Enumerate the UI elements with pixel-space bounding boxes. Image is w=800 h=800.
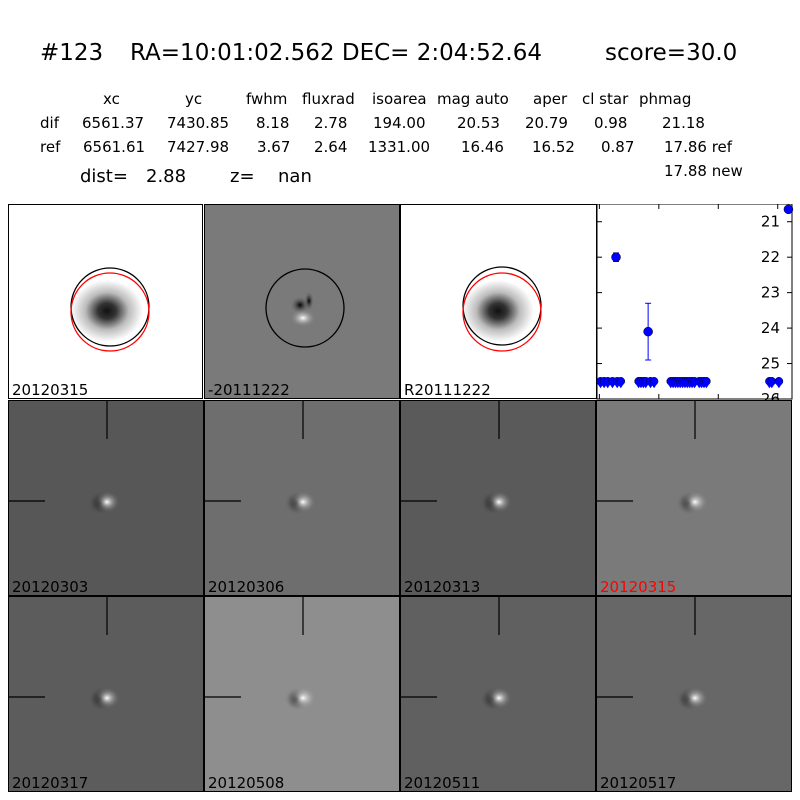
table-cell: 1331.00 — [368, 138, 431, 156]
stamp-image — [401, 597, 512, 711]
z-value: nan — [278, 166, 312, 187]
table-cell: 194.00 — [373, 114, 426, 132]
stamp-panel: 20120508 — [204, 596, 400, 792]
stamp-image — [9, 597, 120, 711]
stamp-panel: 20120511 — [400, 596, 596, 792]
stamp-image — [9, 401, 120, 515]
limit-arrow — [650, 382, 659, 389]
panel-label: 20120315 — [12, 381, 89, 399]
stamp-date-label: 20120317 — [12, 774, 89, 792]
diff-image-panel: -20111222 — [204, 204, 400, 399]
table-cell: 20.53 — [457, 114, 500, 132]
table-cell: 0.98 — [594, 114, 628, 132]
new-aperture-circle — [70, 272, 150, 352]
light-curve-chart: 212223242526050100150 — [595, 203, 800, 434]
panel-label: -20111222 — [208, 381, 290, 399]
stamp-panel: 20120315 — [596, 400, 792, 596]
table-cell: 16.52 — [532, 138, 575, 156]
stamp-panel: 20120317 — [8, 596, 204, 792]
stamp-panel: 20120306 — [204, 400, 400, 596]
bright-residual — [94, 687, 120, 709]
table-cell: 7430.85 — [167, 114, 230, 132]
table-cell: 21.18 — [662, 114, 705, 132]
stamp-date-label: 20120508 — [208, 774, 285, 792]
table-cell: 6561.61 — [83, 138, 146, 156]
col-header-xc: xc — [103, 90, 120, 108]
new-image-panel: 20120315 — [8, 204, 203, 399]
aperture-circle — [265, 268, 345, 348]
light-curve-svg: 212223242526050100150 — [595, 203, 794, 422]
table-cell: 3.67 — [257, 138, 291, 156]
row-label-dif: dif — [40, 114, 59, 132]
bright-residual — [486, 491, 512, 513]
col-header-mag-auto: mag auto — [437, 90, 509, 108]
stamp-date-label: 20120511 — [404, 774, 481, 792]
data-point — [643, 326, 653, 337]
stamp-panel: 20120303 — [8, 400, 204, 596]
bright-residual — [290, 491, 316, 513]
new-image — [70, 267, 150, 352]
bright-residual — [290, 687, 316, 709]
col-header-phmag: phmag — [639, 90, 692, 108]
col-header-fluxrad: fluxrad — [302, 90, 355, 108]
stamp-panel: 20120517 — [596, 596, 792, 792]
y-tick-label: 25 — [761, 355, 780, 373]
bright-residual — [486, 687, 512, 709]
col-header-cl-star: cl star — [582, 90, 629, 108]
table-cell: 17.86 ref — [664, 138, 733, 156]
stamp-date-label: 20120313 — [404, 578, 481, 596]
object-score: score=30.0 — [605, 40, 738, 66]
bright-residual — [94, 491, 120, 513]
dist-label: dist= — [80, 166, 128, 187]
table-cell: 0.87 — [601, 138, 635, 156]
bright-residual — [682, 491, 708, 513]
table-cell: 2.78 — [314, 114, 348, 132]
table-cell: 16.46 — [461, 138, 504, 156]
data-point — [611, 252, 621, 262]
table-cell: 8.18 — [256, 114, 290, 132]
object-coordinates: RA=10:01:02.562 DEC= 2:04:52.64 — [130, 40, 543, 66]
ref-image — [462, 266, 542, 352]
stamp-date-label: 20120306 — [208, 578, 285, 596]
ref-image-panel: R20111222 — [400, 204, 597, 399]
panel-label: R20111222 — [404, 381, 491, 399]
stamp-date-label: 20120315 — [600, 578, 677, 596]
row-label-ref: ref — [40, 138, 61, 156]
diff-image — [265, 268, 345, 348]
limit-arrow — [774, 382, 783, 389]
stamp-image — [205, 401, 316, 515]
limit-arrow — [767, 382, 776, 389]
stamp-date-label: 20120303 — [12, 578, 89, 596]
new-aperture-circle — [462, 272, 542, 352]
y-tick-label: 22 — [761, 248, 780, 266]
stamp-image — [205, 597, 316, 711]
table-cell: 6561.37 — [82, 114, 145, 132]
table-cell: 7427.98 — [167, 138, 230, 156]
data-point — [783, 204, 794, 215]
object-id: #123 — [40, 40, 104, 66]
limit-arrow — [702, 382, 711, 389]
bright-residual — [682, 687, 708, 709]
dist-value: 2.88 — [146, 166, 187, 187]
col-header-yc: yc — [185, 90, 203, 108]
plot-area — [596, 203, 793, 400]
stamp-image — [401, 401, 512, 515]
col-header-aper: aper — [533, 90, 568, 108]
phmag-new-value: 17.88 new — [664, 162, 743, 180]
y-tick-label: 21 — [761, 213, 780, 231]
stamp-panel: 20120313 — [400, 400, 596, 596]
y-tick-label: 24 — [761, 319, 780, 337]
col-header-isoarea: isoarea — [372, 90, 427, 108]
y-tick-label: 23 — [761, 284, 780, 302]
stamp-image — [597, 597, 708, 711]
table-cell: 20.79 — [525, 114, 568, 132]
z-label: z= — [230, 166, 255, 187]
col-header-fwhm: fwhm — [246, 90, 288, 108]
stamp-date-label: 20120517 — [600, 774, 677, 792]
limit-arrow — [616, 382, 625, 389]
table-cell: 2.64 — [314, 138, 348, 156]
stamp-image — [597, 401, 708, 515]
